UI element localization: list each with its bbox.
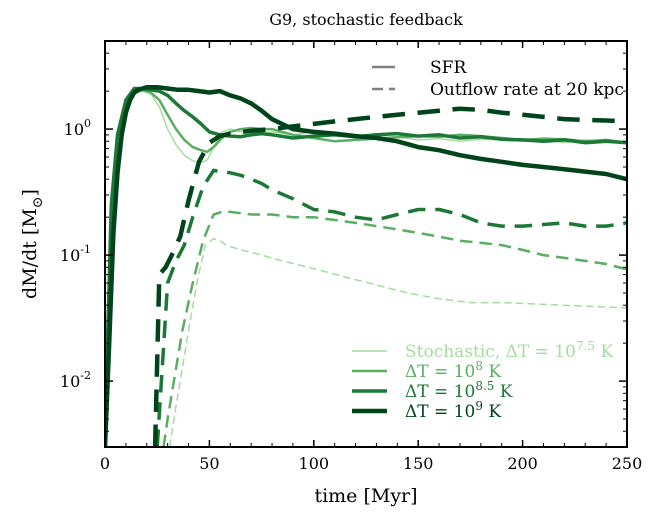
series-legend-label: ΔT = 108 K xyxy=(405,359,501,382)
chart-title: G9, stochastic feedback xyxy=(269,10,463,29)
x-tick-label: 0 xyxy=(100,454,110,473)
series-legend-item: Stochastic, ΔT = 107.5 K xyxy=(352,339,613,362)
series-legend-label: ΔT = 109 K xyxy=(405,399,501,422)
series-4 xyxy=(105,84,627,447)
x-tick-label: 200 xyxy=(507,454,538,473)
series-3-sfr-line xyxy=(105,86,627,432)
series-legend: Stochastic, ΔT = 107.5 KΔT = 108 KΔT = 1… xyxy=(352,339,613,422)
series-legend-item: ΔT = 109 K xyxy=(352,399,501,422)
series-legend-label: ΔT = 108.5 K xyxy=(405,379,513,402)
style-legend-label: SFR xyxy=(430,58,467,78)
series-legend-item: ΔT = 108.5 K xyxy=(352,379,513,402)
y-axis-label: dM/dt [M⊙] xyxy=(19,189,46,299)
x-tick-label: 150 xyxy=(403,454,434,473)
series-legend-label: Stochastic, ΔT = 107.5 K xyxy=(405,339,613,362)
series-2 xyxy=(105,88,627,447)
style-legend-label: Outflow rate at 20 kpc xyxy=(430,80,624,100)
x-tick-label: 50 xyxy=(199,454,219,473)
series-2-outflow-line xyxy=(162,210,627,447)
series-legend-item: ΔT = 108 K xyxy=(352,359,501,382)
series-1 xyxy=(105,90,627,447)
y-axis: 100 10-1 10-2 xyxy=(60,40,627,448)
x-axis-label: time [Myr] xyxy=(314,485,417,507)
style-legend-item: Outflow rate at 20 kpc xyxy=(372,80,624,100)
x-axis: 0 50 100 150 200 250 xyxy=(100,41,642,473)
svg-text:dM/dt [M⊙]: dM/dt [M⊙] xyxy=(19,189,46,299)
plot-frame xyxy=(104,40,628,448)
y-tick-label: 10-2 xyxy=(60,369,91,391)
y-tick-label: 10-1 xyxy=(60,243,91,265)
series-4-outflow-line xyxy=(152,106,627,447)
x-tick-label: 250 xyxy=(612,454,643,473)
x-tick-label: 100 xyxy=(299,454,330,473)
style-legend-item: SFR xyxy=(372,58,467,78)
series-3 xyxy=(105,86,627,447)
series-4-sfr-line xyxy=(105,84,627,447)
series-3-outflow-line xyxy=(155,168,627,447)
y-tick-label: 100 xyxy=(64,117,91,139)
series-layer xyxy=(105,84,627,447)
